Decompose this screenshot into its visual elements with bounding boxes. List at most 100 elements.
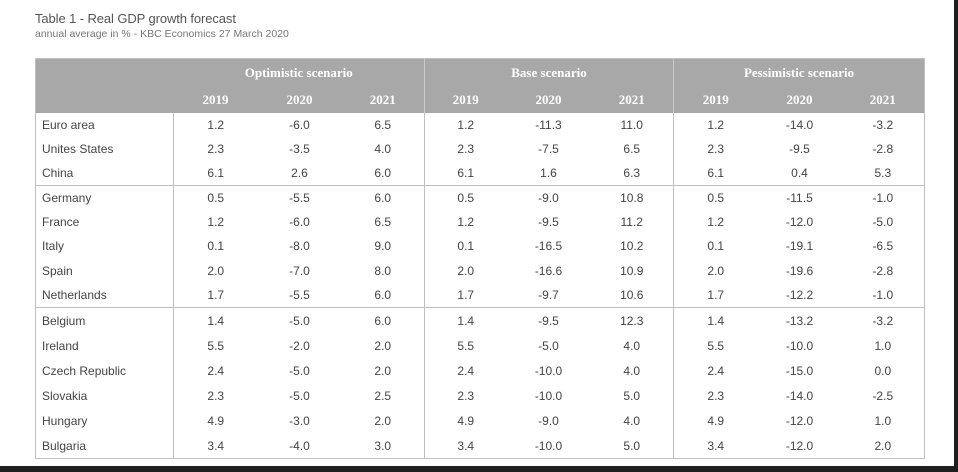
header-corner (35, 58, 174, 86)
row-country-name: Netherlands (35, 283, 174, 308)
value-cell: 2.3 (457, 388, 475, 403)
value-cell: 1.7 (173, 283, 258, 308)
value-cell: -7.0 (289, 263, 310, 278)
value-cell: -2.0 (289, 338, 310, 353)
value-cell: 2.0 (207, 263, 225, 278)
row-country-name: Euro area (35, 113, 174, 137)
value-cell: 1.2 (707, 215, 725, 229)
value-cell: -1.0 (872, 191, 894, 205)
year-header: 2021 (341, 86, 425, 113)
value-cell: 3.4 (457, 438, 475, 453)
value-cell: -12.0 (785, 438, 814, 453)
row-country-name: Hungary (35, 408, 174, 433)
table-row: Bulgaria 3.4 -4.0 3.0 3.4 -10.0 5.0 3.4 -12.0 2.0 (35, 433, 925, 459)
value-cell: -10.0 (534, 363, 563, 378)
value-cell: 3.0 (341, 433, 425, 459)
value-cell: 1.7 (673, 283, 758, 308)
value-cell: 1.4 (457, 313, 475, 328)
table-subtitle: annual average in % - KBC Economics 27 M… (35, 28, 289, 40)
value-cell: -14.0 (785, 118, 814, 132)
value-cell: -9.0 (538, 413, 559, 428)
year-header: 2020 (506, 86, 591, 113)
value-cell: 11.2 (590, 210, 675, 234)
value-cell: -15.0 (785, 363, 814, 378)
scenario-header-pessimistic: Pessimistic scenario (673, 58, 925, 86)
value-cell: -2.5 (872, 388, 894, 403)
value-cell: 1.2 (207, 118, 225, 132)
value-cell: 1.7 (424, 283, 507, 308)
table-row: Czech Republic 2.4 -5.0 2.0 2.4 -10.0 4.0 2.4 -1… (35, 358, 925, 383)
scenario-header-base: Base scenario (424, 58, 675, 86)
value-cell: 6.5 (341, 210, 425, 234)
year-header: 2020 (257, 86, 342, 113)
value-cell: 2.4 (707, 363, 725, 378)
row-country-name: Czech Republic (35, 358, 174, 383)
header-corner-year (35, 86, 174, 113)
row-country-name: Ireland (35, 333, 174, 358)
value-cell: -6.5 (872, 239, 894, 253)
value-cell: -5.0 (289, 363, 310, 378)
row-country-name: Italy (35, 234, 174, 258)
value-cell: 2.6 (257, 161, 342, 186)
value-cell: 6.1 (673, 161, 758, 186)
value-cell: -2.8 (872, 263, 894, 278)
table-row: Unites States 2.3 -3.5 4.0 2.3 -7.5 6.5 2.3 -9.5… (35, 137, 925, 161)
value-cell: 4.0 (590, 333, 675, 358)
value-cell: -1.0 (841, 283, 925, 308)
value-cell: 6.0 (341, 161, 425, 186)
year-header: 2021 (590, 86, 675, 113)
year-header: 2019 (673, 86, 758, 113)
value-cell: 0.4 (757, 161, 842, 186)
value-cell: 2.0 (457, 263, 475, 278)
gdp-forecast-table: Optimistic scenario Base scenario Pessim… (35, 58, 926, 459)
value-cell: 6.3 (590, 161, 675, 186)
value-cell: 5.0 (590, 383, 675, 408)
table-row: Netherlands 1.7 -5.5 6.0 1.7 -9.7 10.6 1.7 -12.2… (35, 283, 925, 308)
value-cell: 2.5 (341, 383, 425, 408)
value-cell: 2.3 (707, 388, 725, 403)
value-cell: -12.2 (757, 283, 842, 308)
scenario-header-row: Optimistic scenario Base scenario Pessim… (35, 58, 925, 86)
value-cell: -10.0 (534, 438, 563, 453)
value-cell: 5.0 (590, 433, 675, 459)
value-cell: -10.0 (785, 338, 814, 353)
value-cell: -6.0 (289, 118, 310, 132)
value-cell: -19.1 (785, 239, 814, 253)
value-cell: 9.0 (341, 234, 425, 258)
value-cell: 4.9 (457, 413, 475, 428)
value-cell: 1.0 (874, 338, 892, 353)
value-cell: 1.0 (874, 413, 892, 428)
value-cell: -16.6 (534, 263, 563, 278)
value-cell: -10.0 (534, 388, 563, 403)
value-cell: -2.8 (872, 142, 894, 156)
row-country-name: Unites States (35, 137, 174, 161)
value-cell: -11.3 (535, 118, 562, 132)
value-cell: 4.0 (590, 408, 675, 433)
value-cell: -6.0 (289, 215, 310, 229)
value-cell: 10.2 (590, 234, 675, 258)
value-cell: 4.0 (341, 137, 425, 161)
row-country-name: Slovakia (35, 383, 174, 408)
row-country-name: Spain (35, 258, 174, 283)
value-cell: -9.5 (789, 142, 810, 156)
table-row: China 6.1 2.6 6.0 6.1 1.6 6.3 6.1 0.4 5.3 (35, 161, 925, 186)
row-country-name: Germany (35, 185, 174, 210)
value-cell: 11.0 (590, 113, 675, 137)
value-cell: -12.0 (785, 413, 814, 428)
table-row: Germany 0.5 -5.5 6.0 0.5 -9.0 10.8 0.5 -11.5 -1.0 (35, 185, 925, 210)
value-cell: -7.5 (538, 142, 559, 156)
year-header: 2021 (841, 86, 925, 113)
value-cell: -9.5 (538, 215, 559, 229)
row-country-name: China (35, 161, 174, 186)
value-cell: 2.3 (457, 142, 475, 156)
value-cell: 5.5 (207, 338, 225, 353)
value-cell: -8.0 (289, 239, 310, 253)
value-cell: 4.9 (707, 413, 725, 428)
value-cell: -19.6 (785, 263, 814, 278)
year-header-row: 2019 2020 2021 2019 2020 2021 2019 2020 … (35, 86, 925, 113)
value-cell: 3.4 (707, 438, 725, 453)
value-cell: -9.0 (538, 191, 559, 205)
value-cell: -11.5 (786, 191, 813, 205)
table-row: France 1.2 -6.0 6.5 1.2 -9.5 11.2 1.2 -12.0 -5.0 (35, 210, 925, 234)
